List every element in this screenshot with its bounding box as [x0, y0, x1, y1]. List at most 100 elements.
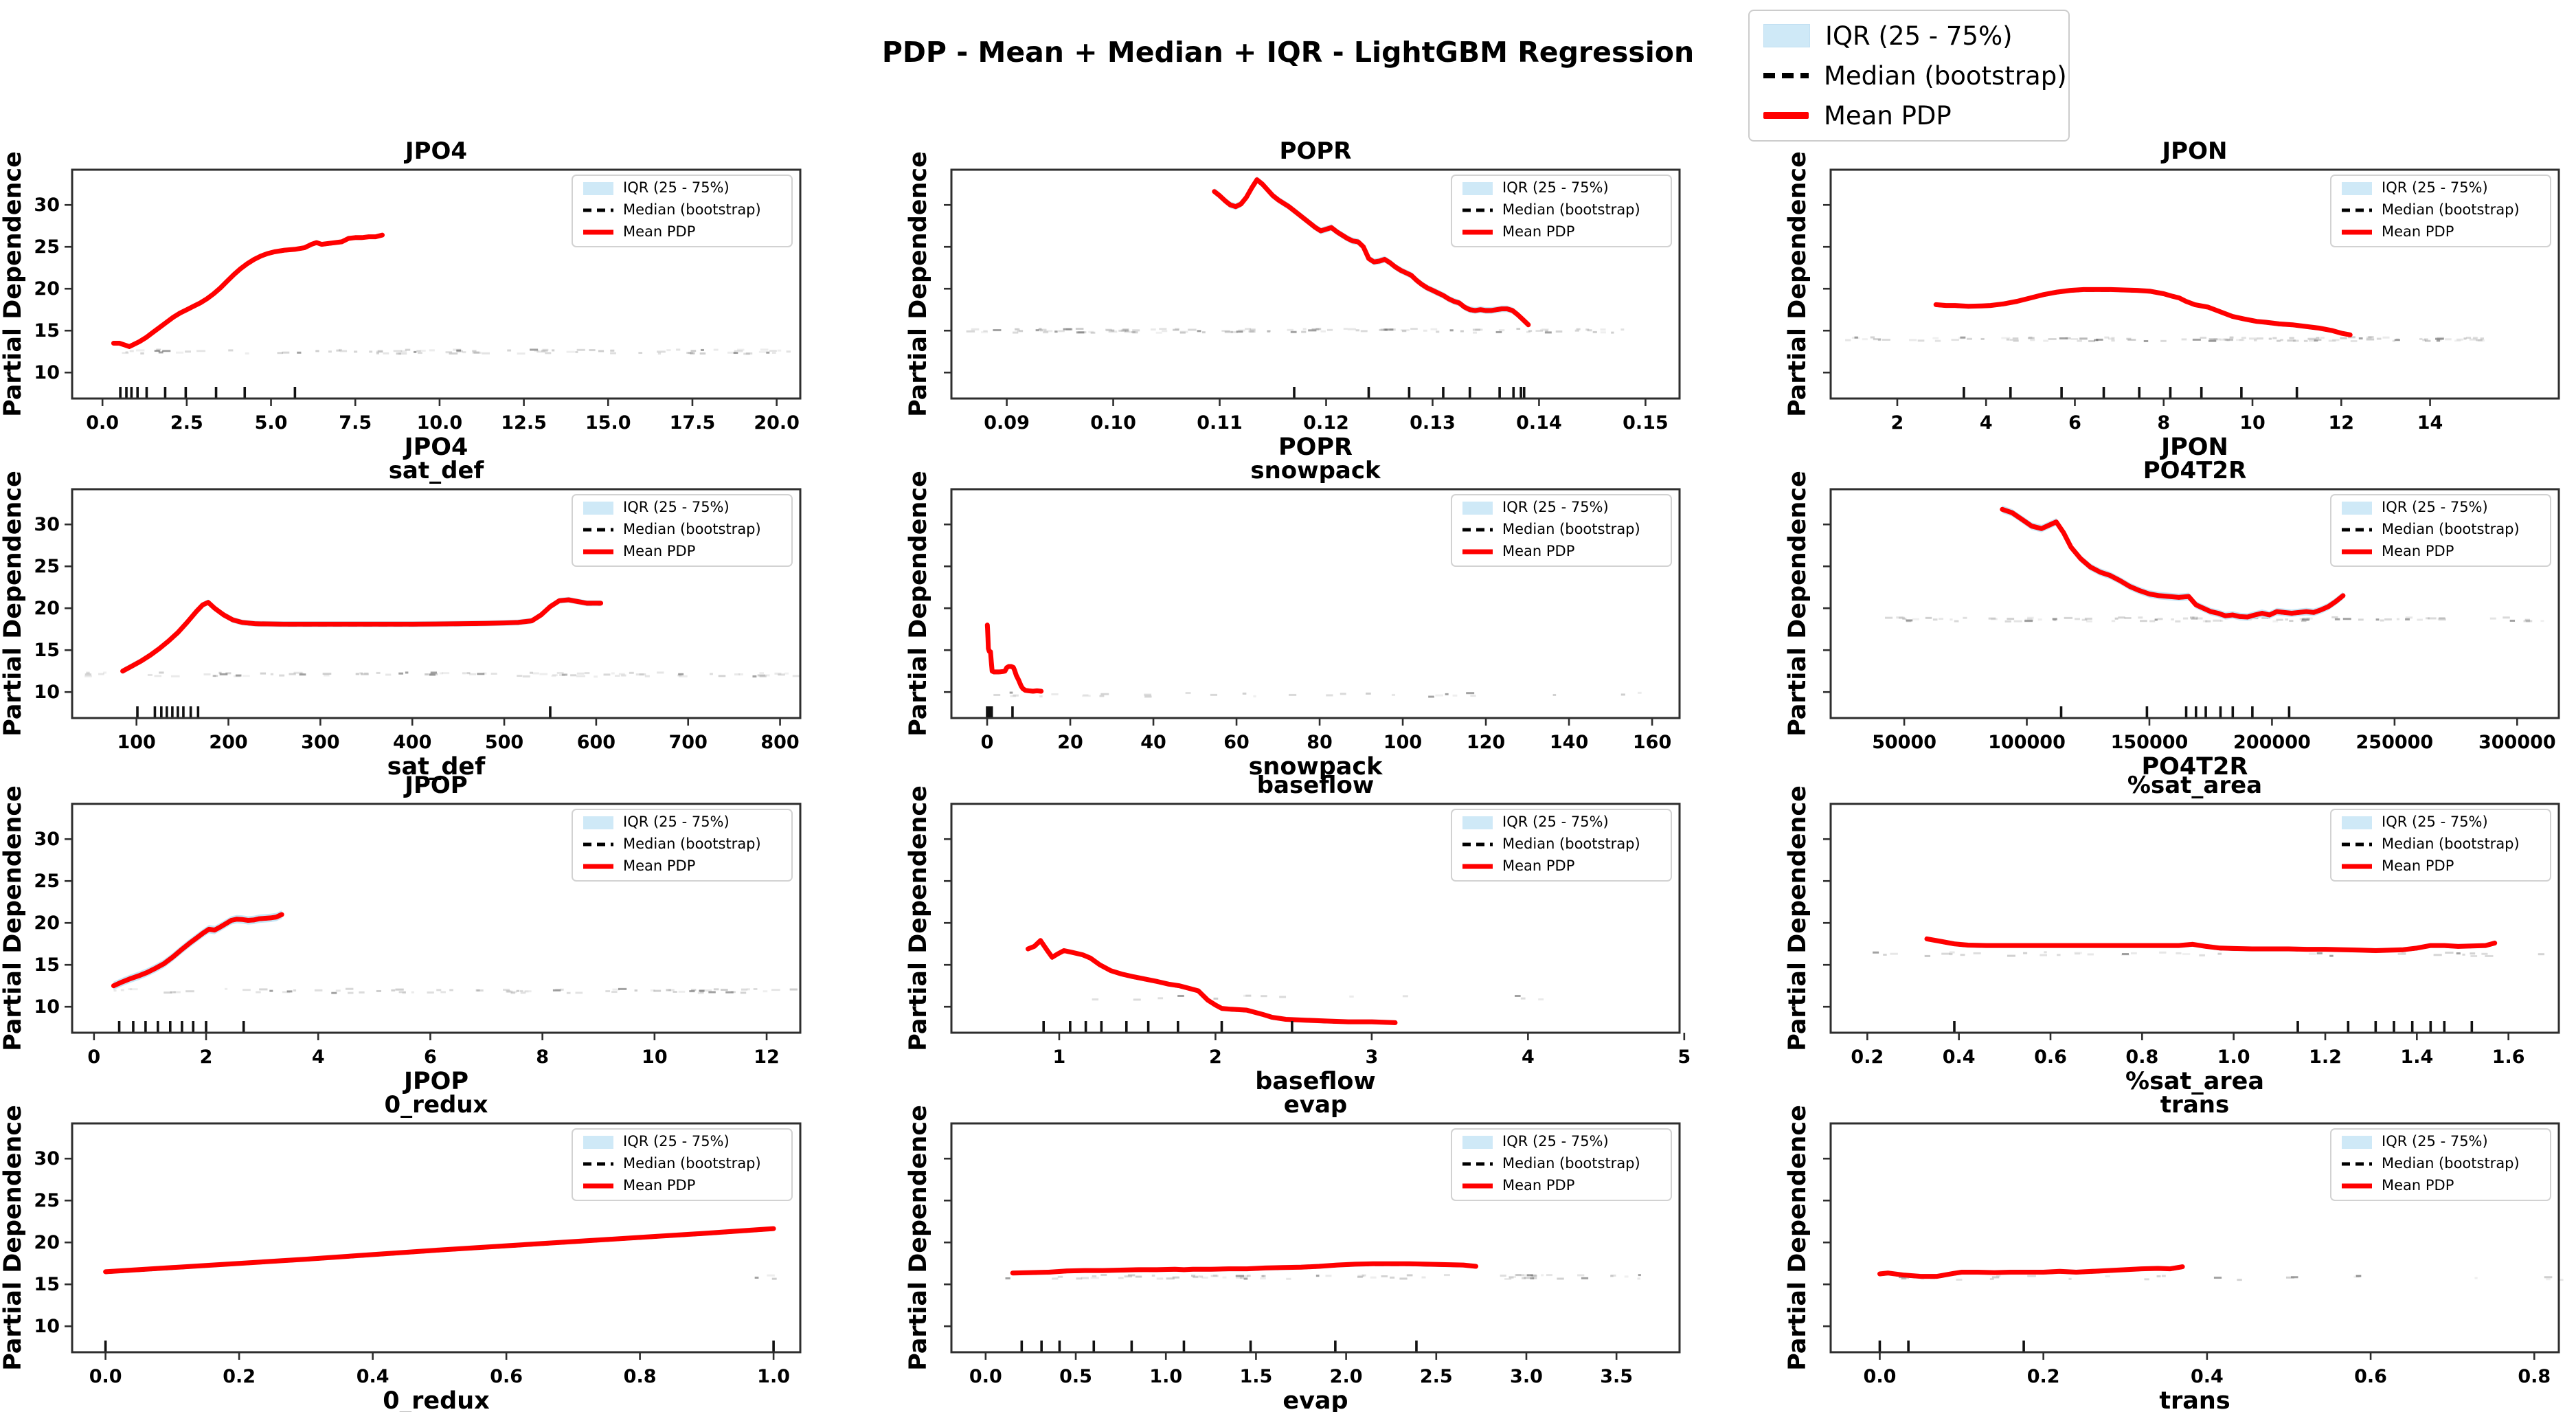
- svg-text:0.8: 0.8: [2125, 1046, 2158, 1068]
- subplot-legend: IQR (25 - 75%) Median (bootstrap) Mean PDP: [572, 175, 793, 247]
- subplot-legend-label: Median (bootstrap): [623, 1155, 761, 1172]
- rug-marks: [1963, 387, 2298, 398]
- subplot-legend-label: IQR (25 - 75%): [1502, 1133, 1609, 1150]
- subplot-legend: IQR (25 - 75%) Median (bootstrap) Mean PDP: [1451, 1128, 1672, 1201]
- x-axis: 1 2 3 4 5: [1053, 1033, 1691, 1068]
- svg-text:0.0: 0.0: [1864, 1366, 1897, 1387]
- subplot-title: trans: [2160, 1091, 2229, 1119]
- svg-text:25: 25: [34, 1190, 60, 1211]
- svg-text:25: 25: [34, 556, 60, 577]
- subplot-legend-label: Mean PDP: [1502, 858, 1574, 874]
- mean-pdp-line: [2000, 506, 2346, 620]
- svg-text:20: 20: [34, 278, 60, 300]
- subplot-legend-label: IQR (25 - 75%): [2382, 499, 2488, 515]
- svg-text:10: 10: [34, 1316, 60, 1337]
- svg-text:60: 60: [1223, 732, 1250, 753]
- scatter-band: [966, 327, 1625, 334]
- subplot-legend-label: IQR (25 - 75%): [623, 179, 730, 196]
- svg-text:30: 30: [34, 1148, 60, 1169]
- subplot-legend: IQR (25 - 75%) Median (bootstrap) Mean PDP: [2330, 809, 2551, 882]
- subplot-title: snowpack: [1250, 457, 1381, 484]
- x-axis: 0.0 0.2 0.4 0.6 0.8: [1864, 1352, 2551, 1387]
- svg-text:2: 2: [1209, 1046, 1222, 1068]
- scatter-band: [1845, 336, 2485, 343]
- scatter-band: [1005, 1274, 1641, 1281]
- subplot-legend-label: IQR (25 - 75%): [623, 1133, 730, 1150]
- rug-marks: [104, 1341, 775, 1352]
- svg-text:5.0: 5.0: [255, 412, 288, 434]
- subplot-legend: IQR (25 - 75%) Median (bootstrap) Mean PDP: [2330, 494, 2551, 567]
- subplot-legend-label: Median (bootstrap): [1502, 201, 1640, 218]
- subplot-legend-label: Mean PDP: [623, 223, 695, 240]
- svg-text:15: 15: [34, 320, 60, 341]
- y-axis: [1823, 838, 1831, 1008]
- subplot-legend-label: Mean PDP: [1502, 1177, 1574, 1194]
- x-axis: 0.0 2.5 5.0 7.5 10.0 12.5 15.0 17.5 20.0: [86, 399, 800, 434]
- x-axis: 0.2 0.4 0.6 0.8 1.0 1.2 1.4 1.6: [1851, 1033, 2525, 1068]
- y-axis-label: Partial Dependence: [905, 151, 932, 417]
- subplot-POPR: 0.09 0.10 0.11 0.12 0.13 0.14 0.15 POPR POPR Part…: [905, 137, 1681, 461]
- y-axis-label: Partial Dependence: [905, 1105, 932, 1371]
- subplot-legend-label: Median (bootstrap): [623, 836, 761, 852]
- svg-text:400: 400: [393, 732, 431, 753]
- subplot-legend-label: IQR (25 - 75%): [1502, 499, 1609, 515]
- svg-text:300000: 300000: [2478, 732, 2556, 753]
- subplot-legend: IQR (25 - 75%) Median (bootstrap) Mean PDP: [1451, 809, 1672, 882]
- axes-spines: [1829, 488, 2560, 719]
- subplot-legend: IQR (25 - 75%) Median (bootstrap) Mean PDP: [572, 494, 793, 567]
- svg-text:1.0: 1.0: [2217, 1046, 2250, 1068]
- svg-text:3.5: 3.5: [1600, 1366, 1633, 1387]
- x-axis-label: POPR: [1278, 434, 1353, 461]
- rug-marks: [117, 1021, 245, 1032]
- svg-text:15: 15: [34, 954, 60, 976]
- axes-spines: [71, 488, 802, 719]
- legend-item-mean: Mean PDP: [1763, 100, 2055, 131]
- subplot-legend: IQR (25 - 75%) Median (bootstrap) Mean PDP: [1451, 175, 1672, 247]
- x-axis-label: baseflow: [1255, 1068, 1376, 1095]
- subplot-legend-label: Median (bootstrap): [2382, 201, 2520, 218]
- svg-text:50000: 50000: [1872, 732, 1936, 753]
- svg-text:20: 20: [34, 912, 60, 934]
- y-axis: [1823, 1157, 1831, 1327]
- mean-pdp-line: [1877, 1264, 2185, 1279]
- subplot-%sat_area: 0.2 0.4 0.6 0.8 1.0 1.2 1.4 1.6 %sat_area %sat_ar…: [1784, 772, 2560, 1095]
- y-axis: [1823, 203, 1831, 374]
- svg-text:20: 20: [34, 598, 60, 619]
- y-axis-label: Partial Dependence: [0, 151, 27, 417]
- figure-legend: IQR (25 - 75%) Median (bootstrap) Mean P…: [1748, 10, 2070, 142]
- svg-text:200000: 200000: [2233, 732, 2311, 753]
- subplot-legend-label: IQR (25 - 75%): [623, 814, 730, 830]
- rug-marks: [1293, 387, 1526, 398]
- median-line: [1936, 289, 2351, 337]
- subplot-JPON: 2 4 6 8 10 12 14 JPON JPON Partial Dependence IQR …: [1784, 137, 2560, 461]
- y-axis-label: Partial Dependence: [0, 785, 27, 1051]
- subplot-legend-label: IQR (25 - 75%): [2382, 1133, 2488, 1150]
- iqr-band: [122, 596, 601, 674]
- svg-text:2.5: 2.5: [1420, 1366, 1453, 1387]
- x-axis: 0 2 4 6 8 10 12: [87, 1033, 780, 1068]
- svg-text:600: 600: [577, 732, 615, 753]
- y-axis-label: Partial Dependence: [0, 471, 27, 737]
- svg-text:1.0: 1.0: [757, 1366, 790, 1387]
- mean-pdp-line: [120, 597, 604, 674]
- y-axis: 10 15 20 25 30: [34, 1148, 72, 1337]
- svg-text:10.0: 10.0: [417, 412, 463, 434]
- rug-marks: [136, 706, 552, 717]
- svg-text:0.0: 0.0: [86, 412, 119, 434]
- svg-text:1.0: 1.0: [1149, 1366, 1182, 1387]
- svg-text:30: 30: [34, 829, 60, 850]
- subplot-legend-label: Mean PDP: [2382, 223, 2454, 240]
- scatter-band: [1092, 994, 1544, 1001]
- svg-text:7.5: 7.5: [339, 412, 372, 434]
- subplot-baseflow: 1 2 3 4 5 baseflow baseflow Partial Dependence I…: [905, 772, 1691, 1095]
- x-axis: 0 20 40 60 80 100 120 140 160: [981, 718, 1671, 753]
- svg-text:40: 40: [1140, 732, 1166, 753]
- svg-text:120: 120: [1467, 732, 1505, 753]
- svg-text:200: 200: [209, 732, 247, 753]
- svg-text:0.13: 0.13: [1410, 412, 1456, 434]
- svg-text:8: 8: [2157, 412, 2170, 434]
- svg-text:250000: 250000: [2356, 732, 2434, 753]
- x-axis: 0.09 0.10 0.11 0.12 0.13 0.14 0.15: [984, 399, 1669, 434]
- svg-text:0.0: 0.0: [89, 1366, 122, 1387]
